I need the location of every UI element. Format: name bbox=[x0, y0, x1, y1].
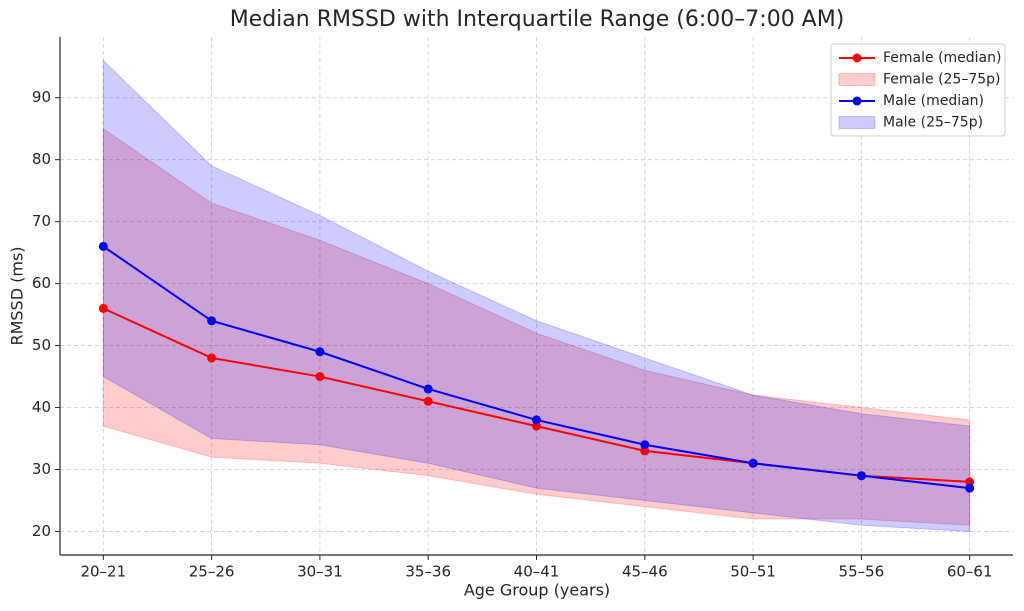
y-tick-label: 90 bbox=[32, 88, 51, 106]
x-tick-label: 50–51 bbox=[730, 563, 776, 581]
median-point bbox=[423, 396, 433, 406]
x-tick-label: 35–36 bbox=[405, 563, 451, 581]
median-point bbox=[315, 372, 325, 382]
median-point bbox=[315, 347, 325, 357]
median-point bbox=[423, 384, 433, 394]
legend-box bbox=[830, 43, 1006, 137]
y-tick-label: 60 bbox=[32, 274, 51, 292]
median-point bbox=[856, 471, 866, 481]
median-point bbox=[98, 241, 108, 251]
median-point bbox=[532, 421, 541, 431]
x-tick-label: 40–41 bbox=[514, 563, 560, 581]
legend-label: Male (25–75p) bbox=[883, 115, 983, 131]
chart-title: Median RMSSD with Interquartile Range (6… bbox=[230, 7, 845, 32]
x-tick-label: 45–46 bbox=[622, 563, 668, 581]
y-tick-label: 70 bbox=[32, 212, 51, 230]
x-axis-label: Age Group (years) bbox=[464, 581, 610, 600]
median-point bbox=[640, 446, 650, 456]
y-tick-label: 50 bbox=[32, 336, 51, 354]
legend-swatch bbox=[838, 116, 876, 129]
y-tick-label: 80 bbox=[32, 150, 51, 168]
median-point bbox=[532, 415, 541, 425]
iqr-band bbox=[102, 127, 971, 526]
median-point bbox=[207, 316, 217, 326]
legend-marker bbox=[852, 53, 862, 63]
y-axis-label: RMSSD (ms) bbox=[8, 246, 27, 345]
legend-label: Male (median) bbox=[883, 93, 984, 109]
median-point bbox=[207, 353, 217, 363]
x-tick-label: 55–56 bbox=[839, 563, 885, 581]
y-tick-label: 20 bbox=[32, 522, 51, 540]
median-point bbox=[98, 303, 108, 313]
median-point bbox=[965, 483, 975, 493]
legend-label: Female (25–75p) bbox=[883, 72, 1001, 88]
y-tick-label: 30 bbox=[32, 460, 51, 478]
x-tick-label: 25–26 bbox=[189, 563, 235, 581]
iqr-band bbox=[102, 59, 971, 532]
x-tick-label: 30–31 bbox=[297, 563, 343, 581]
median-point bbox=[640, 440, 650, 450]
legend-swatch bbox=[838, 73, 876, 86]
y-tick-label: 40 bbox=[32, 398, 51, 416]
legend-label: Female (median) bbox=[883, 50, 1001, 66]
x-tick-label: 20–21 bbox=[80, 563, 126, 581]
median-point bbox=[748, 458, 758, 468]
median-point bbox=[965, 477, 975, 487]
x-tick-label: 60–61 bbox=[947, 563, 993, 581]
legend-marker bbox=[852, 96, 862, 106]
